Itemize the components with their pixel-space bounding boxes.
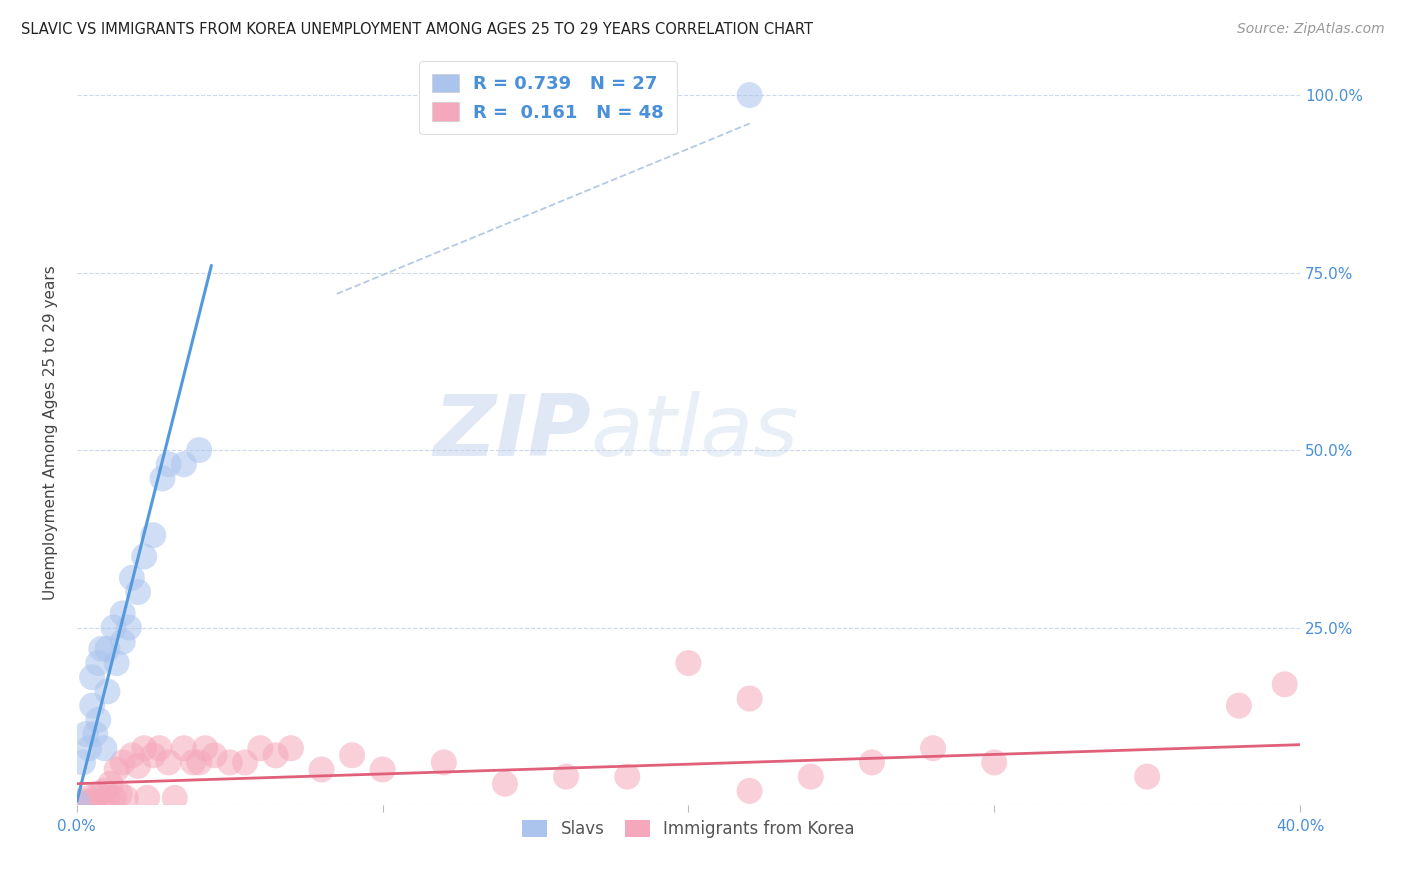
Point <box>264 748 287 763</box>
Point <box>87 656 110 670</box>
Point <box>983 756 1005 770</box>
Text: SLAVIC VS IMMIGRANTS FROM KOREA UNEMPLOYMENT AMONG AGES 25 TO 29 YEARS CORRELATI: SLAVIC VS IMMIGRANTS FROM KOREA UNEMPLOY… <box>21 22 813 37</box>
Point <box>1136 770 1159 784</box>
Point <box>173 741 195 756</box>
Point <box>90 794 112 808</box>
Point <box>188 443 211 458</box>
Point <box>108 788 131 802</box>
Point <box>204 748 226 763</box>
Point <box>738 691 761 706</box>
Point <box>96 684 118 698</box>
Point <box>111 607 134 621</box>
Point <box>181 756 204 770</box>
Point <box>678 656 700 670</box>
Point <box>494 777 516 791</box>
Point <box>134 549 156 564</box>
Point <box>72 794 94 808</box>
Text: atlas: atlas <box>591 391 799 474</box>
Point <box>93 784 115 798</box>
Point <box>142 528 165 542</box>
Point <box>218 756 240 770</box>
Point <box>87 713 110 727</box>
Point <box>1227 698 1250 713</box>
Point <box>152 471 174 485</box>
Point <box>87 788 110 802</box>
Point <box>738 784 761 798</box>
Text: Source: ZipAtlas.com: Source: ZipAtlas.com <box>1237 22 1385 37</box>
Point <box>75 727 97 741</box>
Point <box>82 698 104 713</box>
Point <box>136 791 159 805</box>
Point <box>1274 677 1296 691</box>
Point <box>249 741 271 756</box>
Point <box>105 763 128 777</box>
Point <box>121 748 143 763</box>
Point <box>860 756 883 770</box>
Point <box>111 634 134 648</box>
Point <box>555 770 578 784</box>
Point <box>157 756 180 770</box>
Point <box>433 756 456 770</box>
Point <box>194 741 217 756</box>
Point <box>233 756 256 770</box>
Point <box>114 791 136 805</box>
Point <box>90 641 112 656</box>
Y-axis label: Unemployment Among Ages 25 to 29 years: Unemployment Among Ages 25 to 29 years <box>44 265 58 599</box>
Point <box>77 791 100 805</box>
Point <box>738 88 761 103</box>
Point <box>84 727 107 741</box>
Point <box>188 756 211 770</box>
Text: ZIP: ZIP <box>433 391 591 474</box>
Point <box>100 777 122 791</box>
Point <box>340 748 363 763</box>
Point <box>72 756 94 770</box>
Point <box>111 756 134 770</box>
Point <box>96 641 118 656</box>
Point <box>121 571 143 585</box>
Point <box>142 748 165 763</box>
Point <box>127 759 149 773</box>
Point <box>371 763 394 777</box>
Point <box>105 656 128 670</box>
Legend: Slavs, Immigrants from Korea: Slavs, Immigrants from Korea <box>516 814 860 845</box>
Point <box>66 794 89 808</box>
Point <box>134 741 156 756</box>
Point <box>311 763 333 777</box>
Point <box>163 791 186 805</box>
Point <box>96 791 118 805</box>
Point <box>93 741 115 756</box>
Point <box>118 621 141 635</box>
Point <box>922 741 945 756</box>
Point <box>157 457 180 471</box>
Point <box>82 794 104 808</box>
Point <box>616 770 638 784</box>
Point <box>800 770 823 784</box>
Point <box>173 457 195 471</box>
Point <box>77 741 100 756</box>
Point <box>103 621 125 635</box>
Point <box>280 741 302 756</box>
Point <box>103 791 125 805</box>
Point <box>127 585 149 599</box>
Point <box>82 670 104 684</box>
Point <box>148 741 170 756</box>
